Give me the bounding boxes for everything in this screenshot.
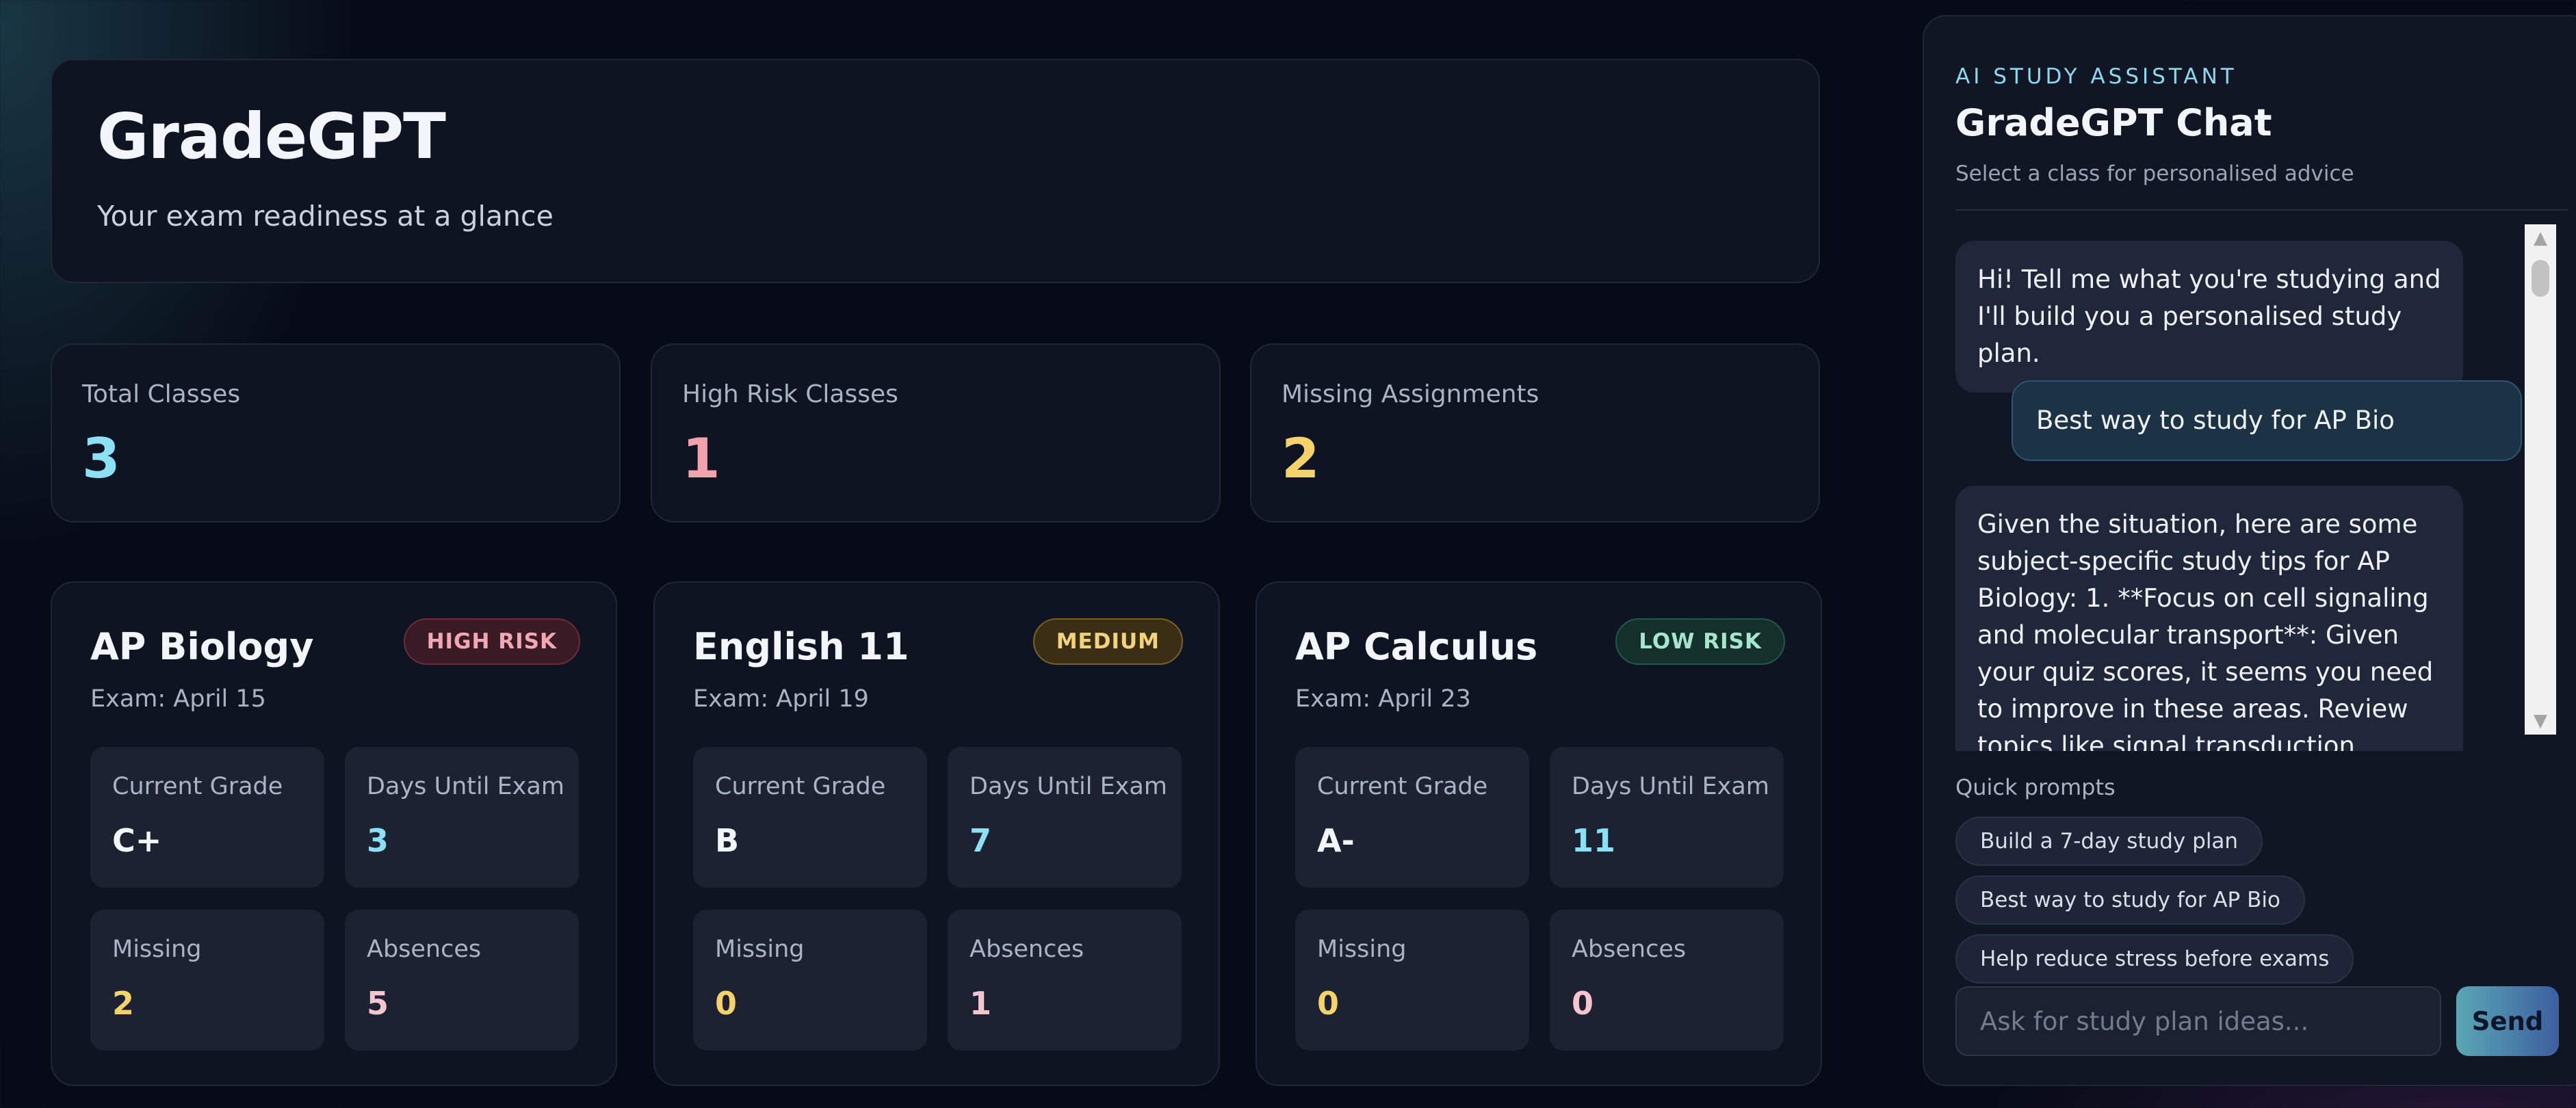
stat-card-missing-assignments: Missing Assignments 2 <box>1250 343 1820 523</box>
metric-missing: Missing 0 <box>1295 910 1529 1051</box>
exam-date: Exam: April 19 <box>693 685 869 713</box>
metric-label: Current Grade <box>1317 773 1488 800</box>
class-card-ap-biology[interactable]: AP Biology HIGH RISK Exam: April 15 Curr… <box>51 581 617 1086</box>
app-subtitle: Your exam readiness at a glance <box>97 200 554 233</box>
metric-label: Missing <box>112 936 202 963</box>
chat-subtitle: Select a class for personalised advice <box>1955 161 2354 186</box>
metric-current-grade: Current Grade C+ <box>90 747 324 888</box>
metric-current-grade: Current Grade A- <box>1295 747 1529 888</box>
risk-badge: MEDIUM <box>1032 618 1183 665</box>
metric-label: Absences <box>970 936 1084 963</box>
risk-badge: LOW RISK <box>1615 618 1785 665</box>
quick-prompts-label: Quick prompts <box>1955 774 2116 800</box>
chat-title: GradeGPT Chat <box>1955 101 2272 144</box>
quick-prompt-chip[interactable]: Help reduce stress before exams <box>1955 934 2354 984</box>
quick-prompt-chip[interactable]: Best way to study for AP Bio <box>1955 875 2305 925</box>
exam-date: Exam: April 23 <box>1295 685 1471 713</box>
metric-label: Days Until Exam <box>970 773 1167 800</box>
scroll-down-icon[interactable]: ▼ <box>2534 711 2547 731</box>
quick-prompt-chip[interactable]: Build a 7-day study plan <box>1955 817 2263 866</box>
metric-value: 11 <box>1572 822 1616 859</box>
metric-value: 7 <box>970 822 992 859</box>
bot-message: Given the situation, here are some subje… <box>1955 486 2463 751</box>
class-name: AP Biology <box>90 625 314 668</box>
stat-value: 3 <box>82 427 120 490</box>
metric-value: 0 <box>715 985 738 1022</box>
class-card-english-11[interactable]: English 11 MEDIUM Exam: April 19 Current… <box>653 581 1220 1086</box>
metric-label: Missing <box>715 936 805 963</box>
metric-label: Days Until Exam <box>1572 773 1769 800</box>
send-button[interactable]: Send <box>2456 986 2559 1056</box>
metric-current-grade: Current Grade B <box>693 747 927 888</box>
metric-value: 1 <box>970 985 992 1022</box>
metric-absences: Absences 0 <box>1550 910 1784 1051</box>
metric-label: Days Until Exam <box>367 773 564 800</box>
class-name: AP Calculus <box>1295 625 1538 668</box>
metric-label: Absences <box>1572 936 1687 963</box>
metric-value: 3 <box>367 822 389 859</box>
exam-date: Exam: April 15 <box>90 685 266 713</box>
metric-value: 2 <box>112 985 135 1022</box>
metric-missing: Missing 2 <box>90 910 324 1051</box>
class-card-ap-calculus[interactable]: AP Calculus LOW RISK Exam: April 23 Curr… <box>1256 581 1822 1086</box>
metric-value: 0 <box>1572 985 1594 1022</box>
metric-days-until-exam: Days Until Exam 3 <box>345 747 579 888</box>
chat-scrollbar[interactable]: ▲ ▼ <box>2525 224 2556 735</box>
stat-label: Total Classes <box>82 380 241 408</box>
risk-badge: HIGH RISK <box>403 618 580 665</box>
stat-label: Missing Assignments <box>1282 380 1539 408</box>
metric-value: 0 <box>1317 985 1340 1022</box>
metric-label: Missing <box>1317 936 1407 963</box>
metric-value: 5 <box>367 985 389 1022</box>
stat-value: 2 <box>1282 427 1320 490</box>
user-message: Best way to study for AP Bio <box>2012 380 2522 461</box>
metric-value: C+ <box>112 822 162 859</box>
metric-label: Current Grade <box>112 773 283 800</box>
metric-value: A- <box>1317 822 1355 859</box>
metric-days-until-exam: Days Until Exam 7 <box>948 747 1182 888</box>
chat-messages[interactable]: Hi! Tell me what you're studying and I'l… <box>1955 241 2530 751</box>
app-title: GradeGPT <box>97 100 446 173</box>
chat-input[interactable] <box>1955 986 2441 1056</box>
metric-absences: Absences 5 <box>345 910 579 1051</box>
header-panel: GradeGPT Your exam readiness at a glance <box>51 59 1820 283</box>
metric-absences: Absences 1 <box>948 910 1182 1051</box>
scroll-up-icon[interactable]: ▲ <box>2534 228 2547 248</box>
chat-eyebrow: AI STUDY ASSISTANT <box>1955 64 2237 89</box>
chat-divider <box>1955 209 2568 211</box>
stat-card-high-risk: High Risk Classes 1 <box>651 343 1221 523</box>
bot-message: Hi! Tell me what you're studying and I'l… <box>1955 241 2463 393</box>
metric-label: Current Grade <box>715 773 886 800</box>
chat-panel: AI STUDY ASSISTANT GradeGPT Chat Select … <box>1923 15 2576 1086</box>
class-name: English 11 <box>693 625 909 668</box>
stat-label: High Risk Classes <box>682 380 898 408</box>
metric-label: Absences <box>367 936 482 963</box>
stat-card-total-classes: Total Classes 3 <box>51 343 621 523</box>
metric-value: B <box>715 822 740 859</box>
scrollbar-thumb[interactable] <box>2532 260 2549 297</box>
metric-missing: Missing 0 <box>693 910 927 1051</box>
stat-value: 1 <box>682 427 720 490</box>
metric-days-until-exam: Days Until Exam 11 <box>1550 747 1784 888</box>
